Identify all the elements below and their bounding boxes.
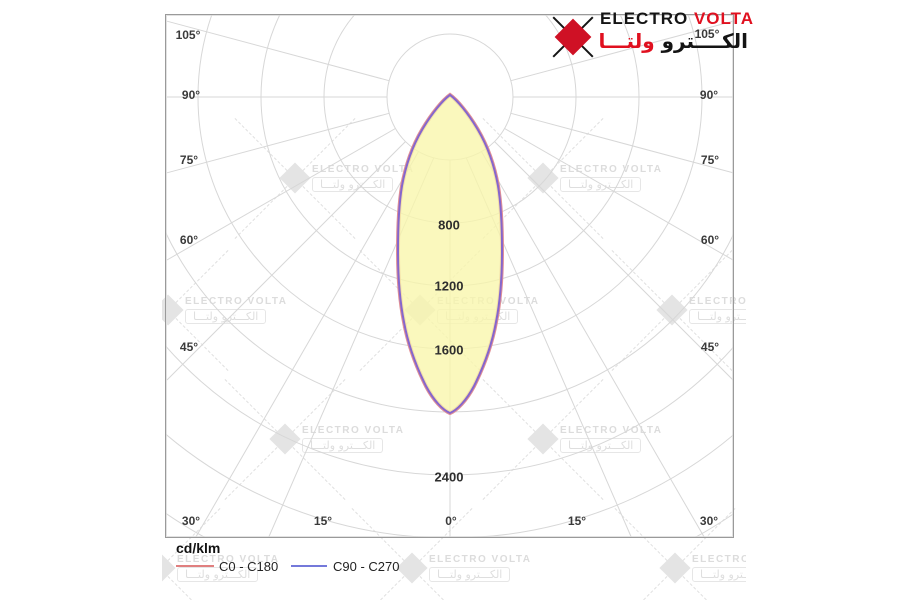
polar-chart — [166, 15, 733, 537]
angle-label-left-45: 45° — [179, 340, 199, 354]
legend-label-c90-c270: C90 - C270 — [333, 559, 400, 574]
angle-label-left-90: 90° — [181, 88, 201, 102]
angle-label-left-75: 75° — [179, 153, 199, 167]
angle-label-right-90: 90° — [699, 88, 719, 102]
radial-label-800: 800 — [438, 217, 460, 233]
radial-label-2400: 2400 — [434, 469, 464, 485]
watermark-text-en: ELECTRO VOLTA — [312, 164, 415, 175]
angle-label-bottom-0: 0° — [445, 514, 457, 528]
angle-label-left-60: 60° — [179, 233, 199, 247]
radial-label-1200: 1200 — [434, 278, 464, 294]
angle-label-bottom-15R: 15° — [567, 514, 587, 528]
angle-label-bottom-15L: 15° — [313, 514, 333, 528]
legend-swatch-c90-c270 — [291, 565, 327, 567]
legend-swatch-c0-c180 — [176, 565, 214, 567]
angle-label-bottom-30R: 30° — [699, 514, 719, 528]
brand-name-en: ELECTRO VOLTA — [600, 9, 755, 28]
legend-label-c0-c180: C0 - C180 — [219, 559, 279, 574]
brand-logo: ELECTRO VOLTA الكــــترو ولتـــا — [548, 8, 753, 64]
angle-label-right-75: 75° — [700, 153, 720, 167]
angle-label-right-105: 105° — [694, 27, 720, 41]
beam-curve-c90-c270 — [396, 93, 504, 415]
angle-label-right-45: 45° — [700, 340, 720, 354]
angle-label-left-105: 105° — [175, 28, 201, 42]
angle-label-right-60: 60° — [700, 233, 720, 247]
radial-label-1600: 1600 — [434, 342, 464, 358]
plot-border — [165, 14, 734, 538]
angle-label-bottom-30L: 30° — [181, 514, 201, 528]
legend-unit-label: cd/klm — [176, 540, 221, 556]
brand-name-ar: الكــــترو ولتـــا — [598, 29, 748, 53]
